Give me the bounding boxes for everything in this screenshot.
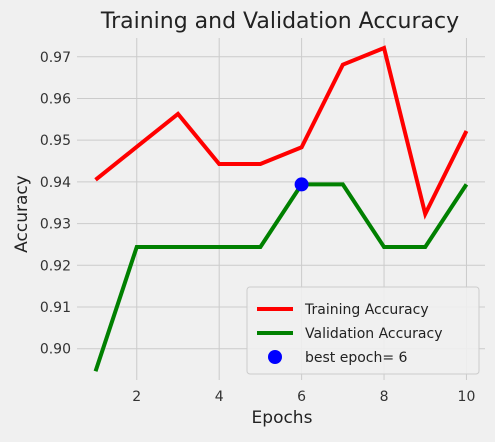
chart-title: Training and Validation Accuracy [100, 9, 459, 34]
series-line-training-accuracy [94, 45, 469, 220]
best-epoch-marker [294, 177, 309, 192]
y-tick-label: 0.93 [40, 217, 71, 233]
x-tick-label: 4 [215, 389, 224, 405]
x-axis-label: Epochs [252, 408, 313, 428]
x-tick-label: 6 [297, 389, 306, 405]
y-axis-label: Accuracy [12, 175, 32, 253]
legend-label: Validation Accuracy [305, 326, 443, 342]
series-line-validation-accuracy [93, 182, 469, 372]
y-tick-label: 0.91 [40, 300, 71, 316]
y-tick-label: 0.96 [40, 91, 71, 107]
legend-label: Training Accuracy [304, 302, 429, 318]
y-tick-label: 0.94 [40, 175, 71, 191]
y-tick-label: 0.97 [40, 50, 71, 66]
legend: Training Accuracy Validation Accuracy best… [246, 286, 480, 375]
legend-swatch [268, 350, 282, 364]
y-tick-label: 0.95 [40, 133, 71, 149]
x-tick-label: 2 [132, 389, 141, 405]
legend-box [246, 286, 480, 375]
y-tick-label: 0.90 [40, 342, 71, 358]
x-tick-label: 8 [380, 389, 389, 405]
legend-label: best epoch= 6 [305, 350, 408, 366]
x-tick-label: 10 [458, 389, 476, 405]
y-tick-label: 0.92 [40, 258, 71, 274]
